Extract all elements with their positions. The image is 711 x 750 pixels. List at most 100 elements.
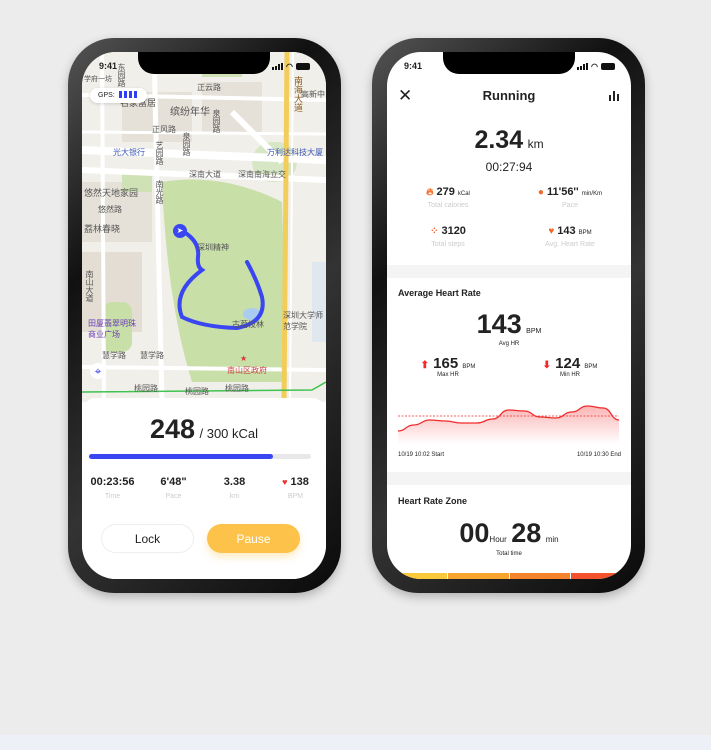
heart-rate-chart [398, 405, 619, 444]
stat-time: 00:23:56 Time [82, 476, 143, 500]
pace-icon: ● [537, 187, 544, 198]
gps-label: GPS: [98, 92, 115, 99]
map-label: 田厦翡翠明珠商业广场 [88, 319, 136, 339]
signal-icon [577, 63, 589, 70]
arrow-up-icon: ⬆ [420, 360, 429, 371]
map-label: 艺园路 [155, 141, 164, 165]
max-hr-value: 165 [433, 355, 459, 372]
map-label: 名家富居 [120, 98, 157, 108]
section-divider [387, 265, 631, 278]
duration: 00:27:94 [485, 160, 533, 174]
locate-me-icon[interactable]: ⌖ [90, 363, 106, 379]
zone-minutes: 28 [511, 518, 542, 548]
map-label: 泉园路 [212, 109, 221, 133]
map-label: 南光路 [155, 180, 164, 204]
summary-stats-row-2: ⁘ 3120 Total steps ♥ 143 BPM Avg. Heart Rate [387, 225, 631, 248]
map-label: 东园路 [117, 63, 126, 87]
status-bar: 9:41 ◠ [82, 61, 326, 75]
stat-label: Total steps [431, 241, 465, 248]
map-label: 悠然路 [98, 205, 122, 214]
bottom-band [0, 735, 711, 750]
map-label: 桃园路 [225, 384, 249, 393]
map-label: 学府一坊 [84, 76, 112, 83]
stat-value: 3120 [441, 225, 466, 237]
hr-zone-title: Heart Rate Zone [398, 496, 468, 506]
phone-summary: 9:41 ◠ ✕ Running 2.34 km 00:27:94 🔥︎ 279 … [372, 38, 645, 593]
map-label: 慧学路 [140, 351, 164, 360]
stat-value: 00:23:56 [90, 476, 135, 488]
stat-value: 143 [557, 225, 576, 237]
min-hr: ⬇ 124 BPM Min HR [509, 355, 631, 378]
hr-zone-bar [387, 573, 631, 579]
avg-hr-unit: BPM [526, 328, 542, 335]
stat-pace: ● 11'56'' min/Km Pace [509, 186, 631, 209]
wifi-icon: ◠ [591, 62, 598, 71]
phone-map: 9:41 ◠ ➤ ⌖ ★ 学府一坊 东园路 正云路 名家富居 缤纷年华 泉园路 … [68, 38, 341, 593]
route-map[interactable]: ➤ ⌖ ★ 学府一坊 东园路 正云路 名家富居 缤纷年华 泉园路 正风路 泉园路… [82, 52, 326, 402]
workout-panel: 248 / 300 kCal 00:23:56 Time 6'48" Pace 3.… [82, 398, 326, 579]
distance-unit: km [527, 137, 544, 151]
distance-value: 2.34 [474, 126, 524, 154]
heart-icon: ♥ [548, 226, 555, 237]
bar-chart-icon[interactable] [609, 91, 619, 101]
notch [443, 52, 575, 74]
stat-unit: BPM [578, 230, 592, 236]
map-label: 悠然天地家园 [84, 188, 139, 198]
stat-value: 138 [290, 476, 309, 488]
map-label: 高新中 [301, 90, 325, 99]
calories-goal: / 300 kCal [199, 426, 259, 441]
zone-segment [509, 573, 570, 579]
header: ✕ Running [387, 86, 631, 108]
stat-steps: ⁘ 3120 Total steps [387, 225, 509, 248]
chart-start-label: 10/19 10:02 Start [398, 452, 445, 458]
stat-label: km [229, 493, 240, 500]
stat-label: Avg. Heart Rate [545, 241, 595, 248]
map-label: 古荔枝林 [232, 320, 264, 329]
stat-calories: 🔥︎ 279 kCal Total calories [387, 186, 509, 209]
map-label: 南海大道 [293, 76, 303, 112]
avg-hr-value: 143 [476, 309, 522, 339]
hr-area [398, 406, 619, 444]
workout-map-screen: 9:41 ◠ ➤ ⌖ ★ 学府一坊 东园路 正云路 名家富居 缤纷年华 泉园路 … [82, 52, 326, 579]
map-label: 深南南海立交 [238, 170, 286, 179]
map-label: 正云路 [197, 83, 221, 92]
notch [138, 52, 270, 74]
government-star-icon: ★ [240, 354, 248, 363]
max-hr: ⬆ 165 BPM Max HR [387, 355, 509, 378]
battery-icon [296, 63, 310, 70]
distance-readout: 2.34 km [387, 126, 631, 155]
summary-stats-row-1: 🔥︎ 279 kCal Total calories ● 11'56'' min/Km… [387, 186, 631, 209]
stat-value: 279 [436, 186, 455, 198]
stat-value: 3.38 [223, 476, 246, 488]
avg-hr-title: Average Heart Rate [398, 288, 481, 298]
pause-button[interactable]: Pause [207, 524, 300, 553]
map-label: 正风路 [152, 125, 176, 134]
stat-heart-rate: ♥ 138 BPM [265, 476, 326, 500]
map-graphic [82, 52, 326, 402]
lock-button[interactable]: Lock [101, 524, 194, 553]
zone-min-unit: min [545, 535, 559, 544]
flame-icon: 🔥︎ [426, 187, 434, 198]
max-hr-label: Max HR [437, 372, 459, 378]
page-title: Running [482, 88, 536, 103]
avg-hr-readout: 143 BPM [387, 309, 631, 340]
calories-readout: 248 / 300 kCal [82, 414, 326, 445]
section-divider [387, 472, 631, 485]
stat-pace: 6'48" Pace [143, 476, 204, 500]
battery-icon [601, 63, 615, 70]
map-label: 南山大道 [85, 270, 94, 302]
map-label: 桃园路 [185, 387, 209, 396]
min-hr-label: Min HR [559, 372, 580, 378]
calories-value: 248 [149, 414, 196, 444]
stat-label: Total calories [427, 202, 469, 209]
calories-progress-bar [89, 454, 311, 459]
avg-hr-label: Avg HR [498, 341, 520, 347]
map-label: 桃园路 [134, 384, 158, 393]
stat-unit: kCal [457, 191, 470, 197]
chart-end-label: 10/19 10:30 End [576, 452, 621, 458]
zone-segment [570, 573, 631, 579]
stat-label: Pace [562, 202, 578, 209]
close-icon[interactable]: ✕ [398, 86, 413, 105]
min-hr-value: 124 [555, 355, 581, 372]
hr-extremes: ⬆ 165 BPM Max HR ⬇ 124 BPM Min HR [387, 355, 631, 378]
